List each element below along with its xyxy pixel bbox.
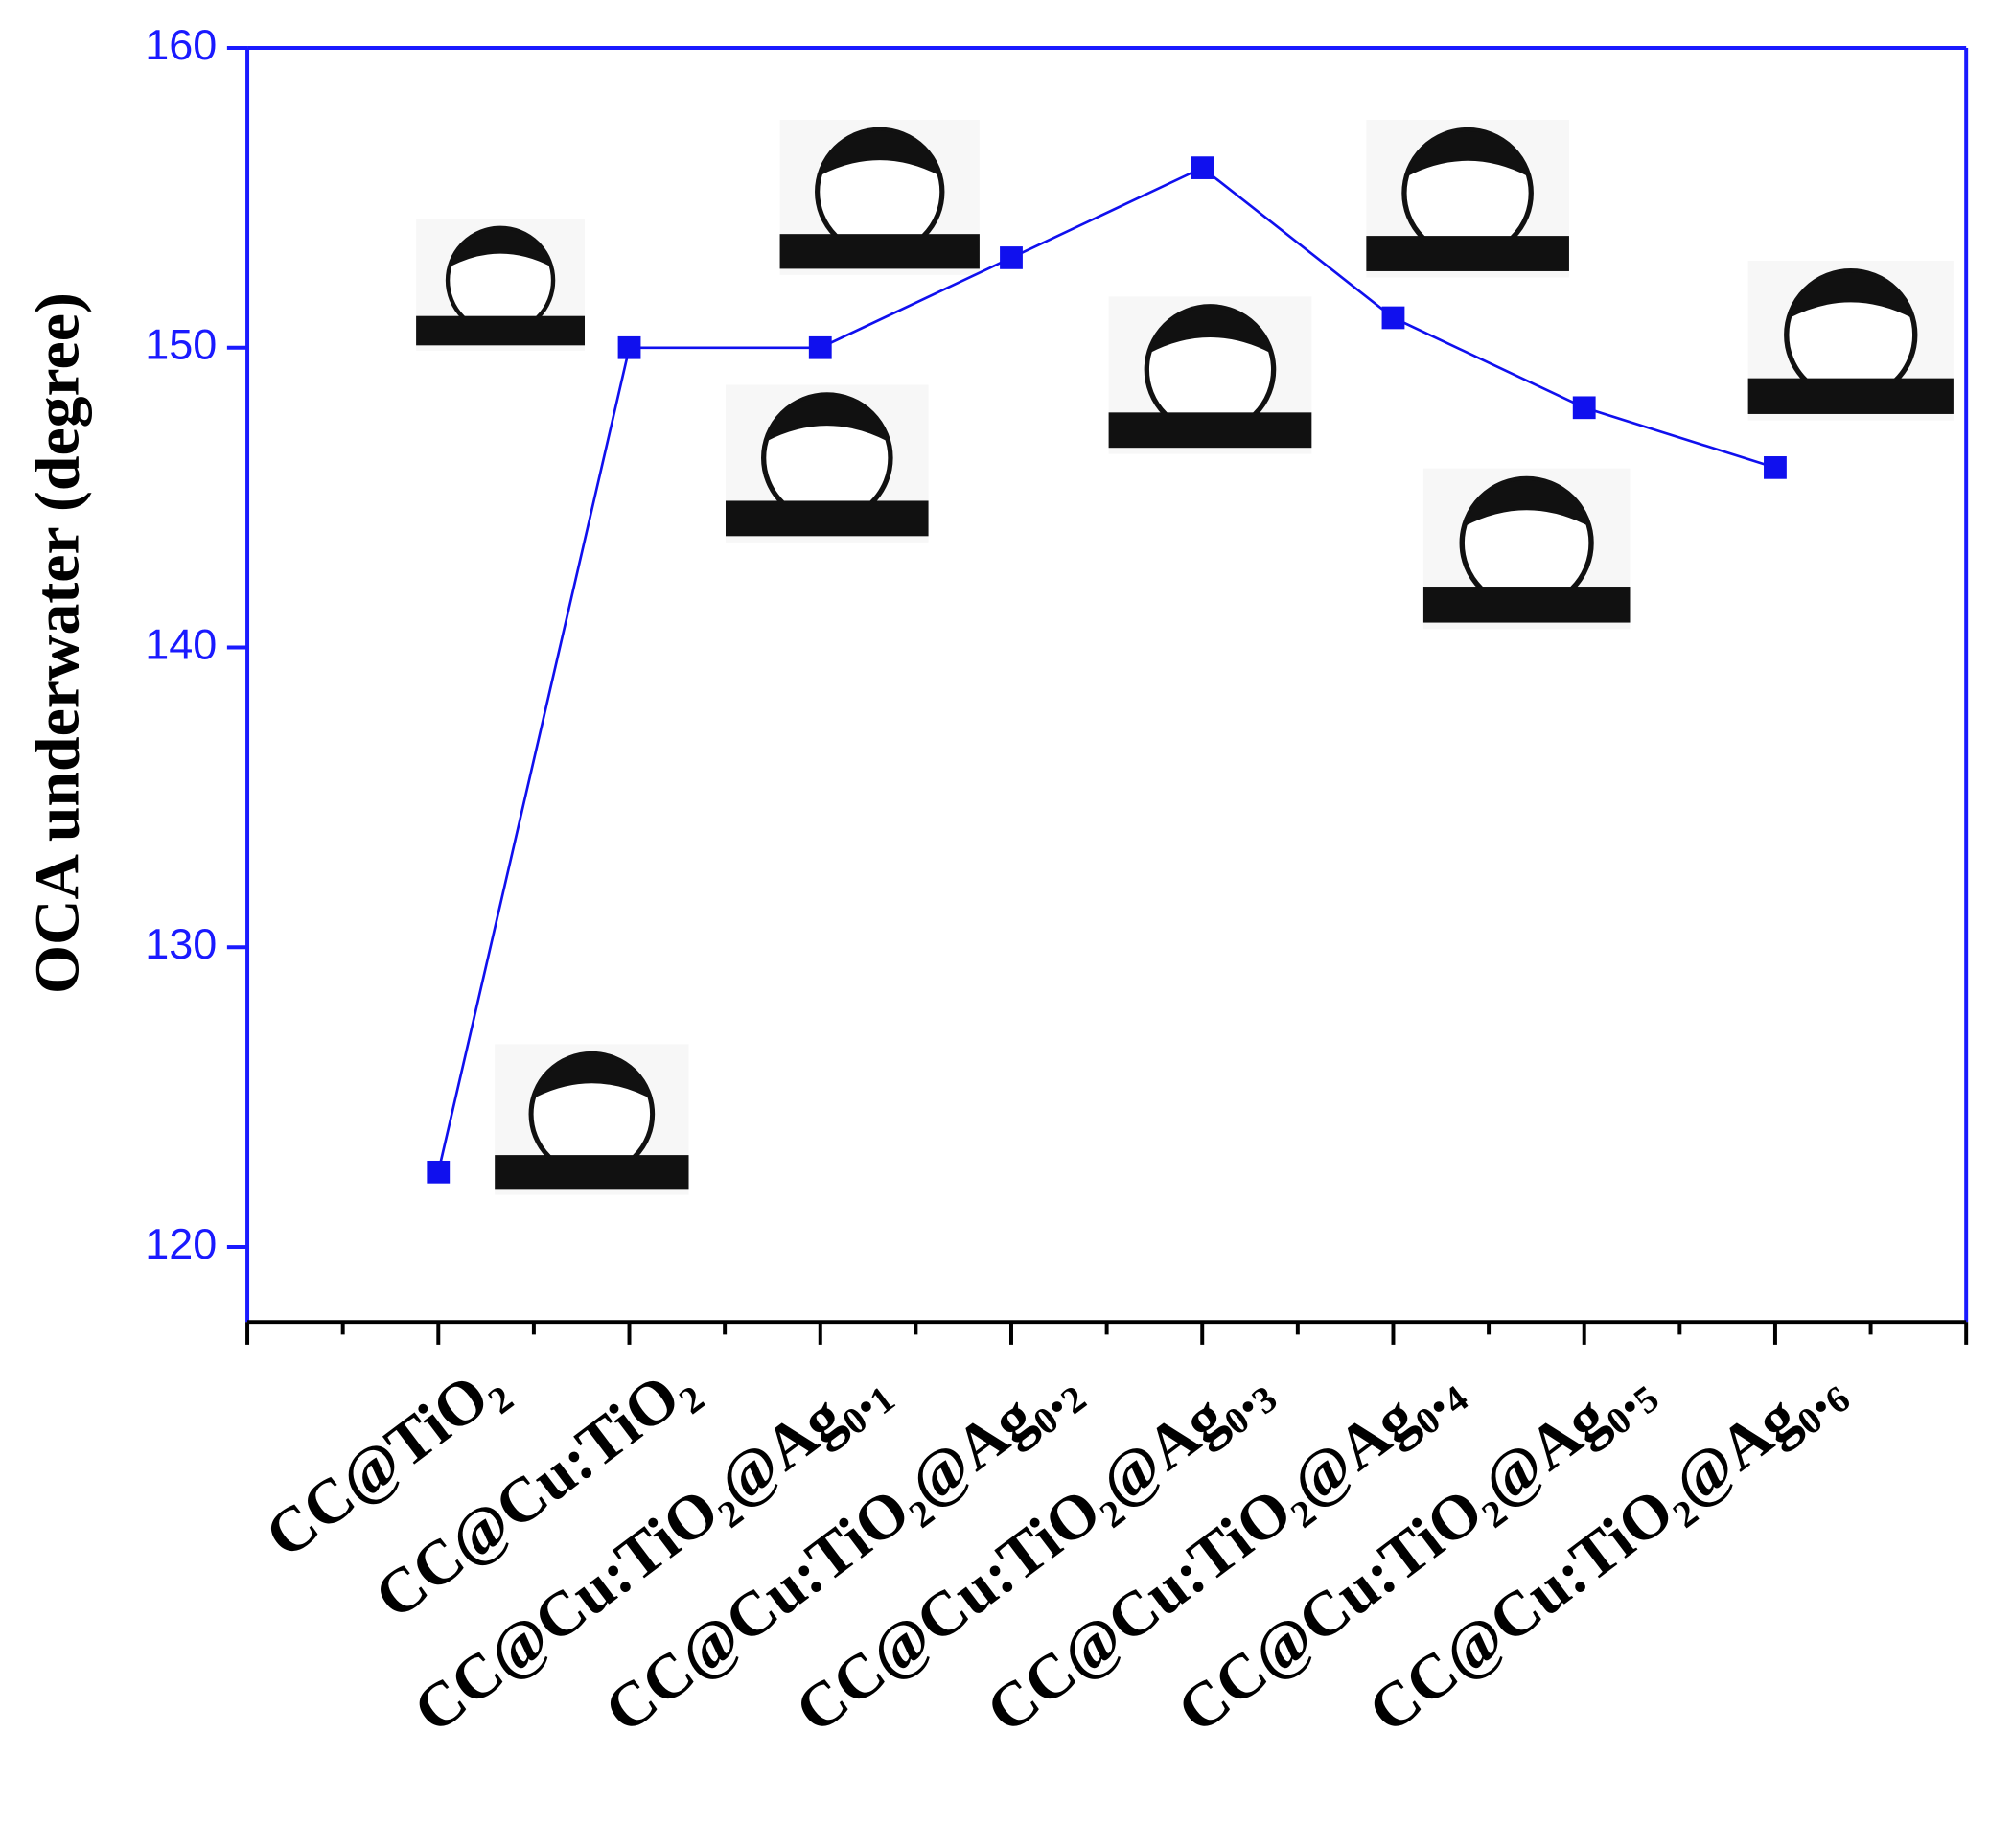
y-tick-label: 130 [145,919,217,968]
data-point [1000,246,1023,269]
droplet-image [726,384,929,543]
y-tick-label: 140 [145,619,217,668]
data-point [808,335,832,359]
data-point [617,335,641,359]
y-tick-label: 160 [145,20,217,69]
y-tick-label: 120 [145,1219,217,1268]
droplet-image [780,120,980,275]
y-tick-label: 150 [145,320,217,369]
droplet-image [416,219,585,351]
data-point [1572,396,1596,420]
droplet-image [1423,469,1631,630]
data-point [1381,306,1405,330]
y-axis-title: OCA underwater (degree) [22,292,92,994]
droplet-images [416,120,1954,1195]
series-line [436,166,1776,1173]
droplet-image [1109,296,1312,454]
droplet-image [1366,120,1569,278]
data-point [1764,456,1787,479]
droplet-image [1748,261,1954,421]
data-point [1191,156,1214,179]
data-point [427,1160,451,1184]
droplet-image [495,1044,688,1194]
